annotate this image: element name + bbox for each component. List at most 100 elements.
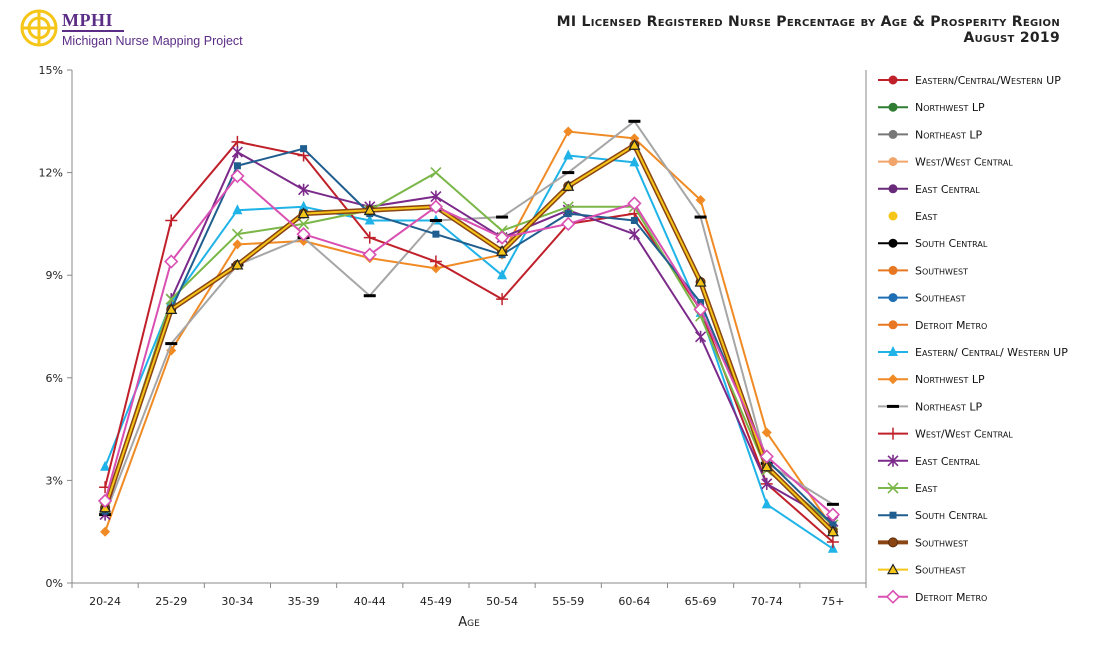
legend-swatch-marker xyxy=(888,211,898,221)
legend-item: West/West Central xyxy=(878,427,1013,441)
legend-label: Southwest xyxy=(915,536,968,549)
data-point xyxy=(760,460,773,472)
data-point xyxy=(296,227,311,242)
legend-swatch-marker xyxy=(888,374,898,385)
chart-legend: Eastern/Central/Western UP Northwest LP No… xyxy=(878,74,1068,604)
series-17 xyxy=(100,140,838,537)
series-line xyxy=(104,120,834,515)
y-tick-label: 3% xyxy=(46,474,63,487)
legend-label: East Central xyxy=(915,183,980,196)
data-point xyxy=(164,254,179,269)
legend-item: West/West Central xyxy=(878,156,1013,169)
x-tick-label: 75+ xyxy=(821,595,844,608)
legend-label: East Central xyxy=(915,455,980,468)
series-11 xyxy=(100,126,838,537)
data-point xyxy=(97,493,113,509)
x-tick-label: 45-49 xyxy=(420,595,452,608)
legend-label: Northwest LP xyxy=(915,373,985,386)
data-point xyxy=(826,535,839,548)
legend-item: Eastern/Central/Western UP xyxy=(878,74,1061,87)
data-point xyxy=(298,183,310,196)
legend-label: East xyxy=(915,482,938,495)
legend-item: South Central xyxy=(878,237,988,250)
logo-abbreviation: MPHI xyxy=(62,10,113,30)
data-point xyxy=(826,502,839,506)
legend-swatch-marker xyxy=(888,75,898,85)
chart-axes: 0% 3% 6% 9% 12% 15% 20-24 25-29 30-34 35-39 40-44 4… xyxy=(39,64,867,630)
data-point xyxy=(231,258,244,270)
data-point xyxy=(363,203,376,215)
legend-swatch-marker xyxy=(888,537,898,548)
legend-swatch-marker xyxy=(888,238,898,248)
legend-item: Southeast xyxy=(878,563,966,577)
data-point xyxy=(564,210,572,218)
legend-label: South Central xyxy=(915,237,988,250)
legend-item: Northwest LP xyxy=(878,373,985,386)
data-point xyxy=(563,126,574,137)
y-tick-label: 15% xyxy=(39,64,63,77)
data-point xyxy=(233,162,241,170)
data-point xyxy=(494,230,510,245)
logo-divider xyxy=(62,30,124,32)
series-13 xyxy=(99,135,839,548)
chart-series xyxy=(97,119,841,553)
logo-full-name: Michigan Nurse Mapping Project xyxy=(62,34,243,48)
legend-label: Eastern/ Central/ Western UP xyxy=(915,346,1068,359)
data-point xyxy=(363,231,376,244)
legend-label: South Central xyxy=(915,509,988,522)
legend-item: Detroit Metro xyxy=(878,319,987,332)
legend-label: Southeast xyxy=(915,564,966,577)
data-point xyxy=(694,215,707,219)
y-tick-label: 6% xyxy=(46,372,63,385)
data-point xyxy=(562,180,575,191)
x-tick-label: 25-29 xyxy=(155,595,187,608)
x-tick-label: 60-64 xyxy=(618,595,650,608)
series-12 xyxy=(99,119,839,517)
data-point xyxy=(428,199,444,214)
data-point xyxy=(628,228,640,241)
legend-label: Eastern/Central/Western UP xyxy=(915,74,1061,87)
legend-item: South Central xyxy=(878,509,988,522)
data-point xyxy=(230,168,245,184)
data-point xyxy=(231,135,244,148)
series-line xyxy=(104,140,834,543)
y-tick-label: 0% xyxy=(46,577,63,590)
data-point xyxy=(693,302,708,317)
data-point xyxy=(826,525,839,537)
data-point xyxy=(761,427,772,438)
data-point xyxy=(297,207,310,219)
series-line xyxy=(104,144,834,533)
legend-item: Northeast LP xyxy=(878,128,983,141)
legend-swatch-marker xyxy=(888,184,898,194)
data-point xyxy=(562,171,575,175)
data-point xyxy=(497,269,508,280)
legend-label: Northeast LP xyxy=(915,400,983,413)
legend-item: Southwest xyxy=(878,536,968,549)
legend-label: Northwest LP xyxy=(915,101,985,114)
legend-swatch-marker xyxy=(888,129,898,139)
data-point xyxy=(628,139,641,150)
series-line xyxy=(104,151,834,523)
legend-item: Southwest xyxy=(878,264,968,277)
series-18 xyxy=(99,139,839,537)
data-point xyxy=(298,200,309,211)
data-point xyxy=(496,293,509,306)
data-point xyxy=(561,216,576,232)
series-14 xyxy=(99,146,839,528)
legend-swatch-marker xyxy=(888,346,898,356)
legend-swatch-marker xyxy=(888,293,898,303)
data-point xyxy=(363,294,376,298)
legend-label: Detroit Metro xyxy=(915,319,987,332)
series-line xyxy=(104,154,834,550)
chart-title: MI Licensed Registered Nurse Percentage … xyxy=(556,14,1060,30)
x-tick-label: 65-69 xyxy=(685,595,717,608)
legend-swatch-marker xyxy=(887,454,899,467)
data-point xyxy=(232,204,243,215)
data-point xyxy=(100,526,111,537)
legend-item: East Central xyxy=(878,455,980,468)
data-point xyxy=(761,477,773,490)
data-point xyxy=(430,167,442,179)
data-point xyxy=(100,460,111,471)
data-point xyxy=(165,214,178,227)
legend-swatch-marker xyxy=(886,563,900,575)
